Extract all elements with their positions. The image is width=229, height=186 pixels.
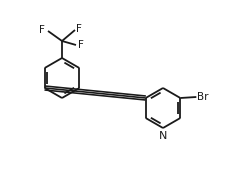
Text: F: F — [78, 40, 84, 50]
Text: N: N — [158, 131, 166, 141]
Text: Br: Br — [196, 92, 208, 102]
Text: F: F — [39, 25, 45, 35]
Text: F: F — [76, 24, 82, 34]
